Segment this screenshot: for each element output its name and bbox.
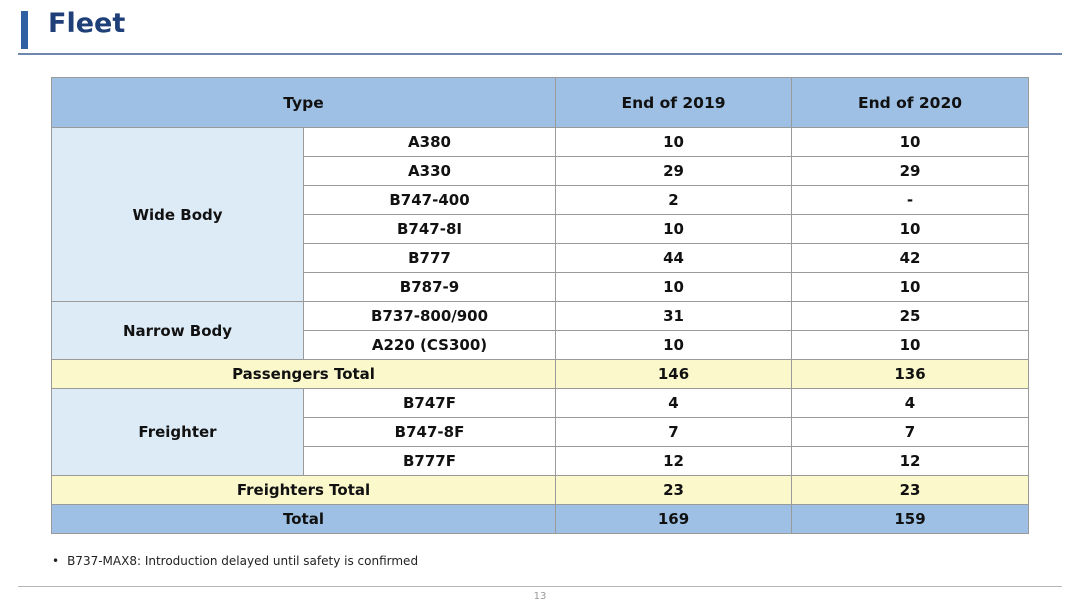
aircraft-model: A330 bbox=[302, 156, 557, 186]
value-2019: 10 bbox=[555, 272, 793, 302]
value-2019: 7 bbox=[555, 417, 793, 447]
table-row: A330 29 29 bbox=[52, 156, 1030, 186]
group-wide-body: Wide Body bbox=[51, 127, 304, 302]
aircraft-model: B747-400 bbox=[302, 185, 557, 215]
bullet-icon: • bbox=[52, 554, 60, 568]
footer-divider bbox=[18, 586, 1062, 587]
title-divider bbox=[18, 53, 1062, 55]
value-2019: 2 bbox=[555, 185, 793, 215]
aircraft-model: B747-8F bbox=[302, 417, 557, 447]
page-number: 13 bbox=[533, 591, 547, 602]
aircraft-model: B747-8I bbox=[302, 214, 557, 244]
page-title: Fleet bbox=[48, 8, 126, 39]
table-row: B787-9 10 10 bbox=[52, 272, 1030, 302]
group-freighter: Freighter bbox=[51, 388, 304, 476]
freighters-total-2019: 23 bbox=[555, 475, 793, 505]
value-2020: 10 bbox=[791, 127, 1030, 157]
aircraft-model: B777 bbox=[302, 243, 557, 273]
group-narrow-body: Narrow Body bbox=[51, 301, 304, 360]
freighters-total-2020: 23 bbox=[791, 475, 1030, 505]
grand-total-2020: 159 bbox=[791, 504, 1030, 534]
title-accent-bar bbox=[21, 11, 28, 49]
header-end-2019: End of 2019 bbox=[555, 77, 793, 128]
value-2020: 10 bbox=[791, 272, 1030, 302]
table-row: A220 (CS300) 10 10 bbox=[52, 330, 1030, 360]
table-row: B747-8F 7 7 bbox=[52, 417, 1030, 447]
value-2020: 10 bbox=[791, 330, 1030, 360]
footnote: • B737-MAX8: Introduction delayed until … bbox=[52, 554, 418, 568]
table-row: Wide Body A380 10 10 bbox=[51, 127, 1030, 302]
passengers-total-2019: 146 bbox=[555, 359, 793, 389]
aircraft-model: A220 (CS300) bbox=[302, 330, 557, 360]
header-type: Type bbox=[50, 77, 557, 128]
passengers-total-2020: 136 bbox=[791, 359, 1030, 389]
passengers-total-row: Passengers Total 146 136 bbox=[50, 359, 1030, 389]
aircraft-model: B787-9 bbox=[302, 272, 557, 302]
table-header-row: Type End of 2019 End of 2020 bbox=[50, 77, 1030, 128]
footnote-text: B737-MAX8: Introduction delayed until sa… bbox=[67, 554, 419, 568]
value-2020: 10 bbox=[791, 214, 1030, 244]
value-2019: 10 bbox=[555, 330, 793, 360]
value-2020: 42 bbox=[791, 243, 1030, 273]
aircraft-model: B737-800/900 bbox=[302, 301, 557, 331]
header-end-2020: End of 2020 bbox=[791, 77, 1030, 128]
passengers-total-label: Passengers Total bbox=[50, 359, 557, 389]
table-row: Freighter B747F 4 4 bbox=[51, 388, 1030, 476]
value-2020: 29 bbox=[791, 156, 1030, 186]
value-2019: 12 bbox=[555, 446, 793, 476]
aircraft-model: A380 bbox=[302, 127, 557, 157]
aircraft-model: B777F bbox=[302, 446, 557, 476]
value-2019: 44 bbox=[555, 243, 793, 273]
grand-total-label: Total bbox=[50, 504, 557, 534]
value-2019: 29 bbox=[555, 156, 793, 186]
value-2019: 10 bbox=[555, 127, 793, 157]
value-2019: 31 bbox=[555, 301, 793, 331]
value-2019: 4 bbox=[555, 388, 793, 418]
aircraft-model: B747F bbox=[302, 388, 557, 418]
value-2020: - bbox=[791, 185, 1030, 215]
table-row: B747-8I 10 10 bbox=[52, 214, 1030, 244]
value-2020: 4 bbox=[791, 388, 1030, 418]
table-row: B747-400 2 - bbox=[52, 185, 1030, 215]
table-row: Narrow Body B737-800/900 31 25 bbox=[51, 301, 1030, 360]
table-row: B777 44 42 bbox=[52, 243, 1030, 273]
value-2019: 10 bbox=[555, 214, 793, 244]
value-2020: 25 bbox=[791, 301, 1030, 331]
freighters-total-label: Freighters Total bbox=[50, 475, 557, 505]
fleet-table: Type End of 2019 End of 2020 Wide Body A… bbox=[50, 77, 1030, 534]
value-2020: 7 bbox=[791, 417, 1030, 447]
grand-total-row: Total 169 159 bbox=[50, 504, 1030, 534]
freighters-total-row: Freighters Total 23 23 bbox=[50, 475, 1030, 505]
value-2020: 12 bbox=[791, 446, 1030, 476]
grand-total-2019: 169 bbox=[555, 504, 793, 534]
